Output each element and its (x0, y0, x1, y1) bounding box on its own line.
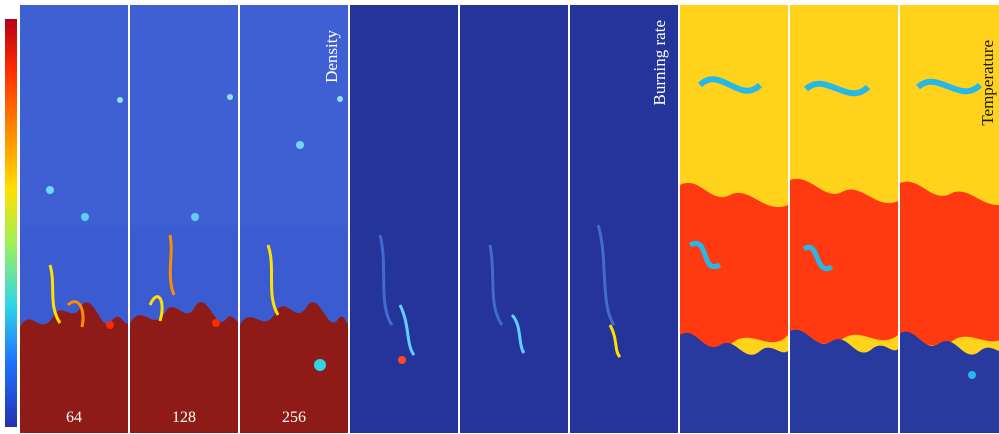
burning-panel-1 (350, 5, 458, 433)
group-label-burning-rate: Burning rate (650, 20, 669, 106)
temperature-panel-3 (900, 5, 999, 433)
group-label-temperature: Temperature (978, 40, 997, 126)
panel-label: 128 (172, 409, 196, 426)
density-panel-256: 256 (240, 5, 348, 433)
density-panel-64: 64 (20, 5, 128, 433)
burning-panel-3 (570, 5, 678, 433)
density-panel-128: 128 (130, 5, 238, 433)
panel-label: 256 (282, 409, 306, 426)
panel-label: 64 (66, 409, 82, 426)
temperature-panel-1 (680, 5, 788, 433)
burning-panel-2 (460, 5, 568, 433)
group-label-density: Density (322, 30, 341, 83)
colorbar (5, 19, 17, 427)
temperature-panel-2 (790, 5, 898, 433)
